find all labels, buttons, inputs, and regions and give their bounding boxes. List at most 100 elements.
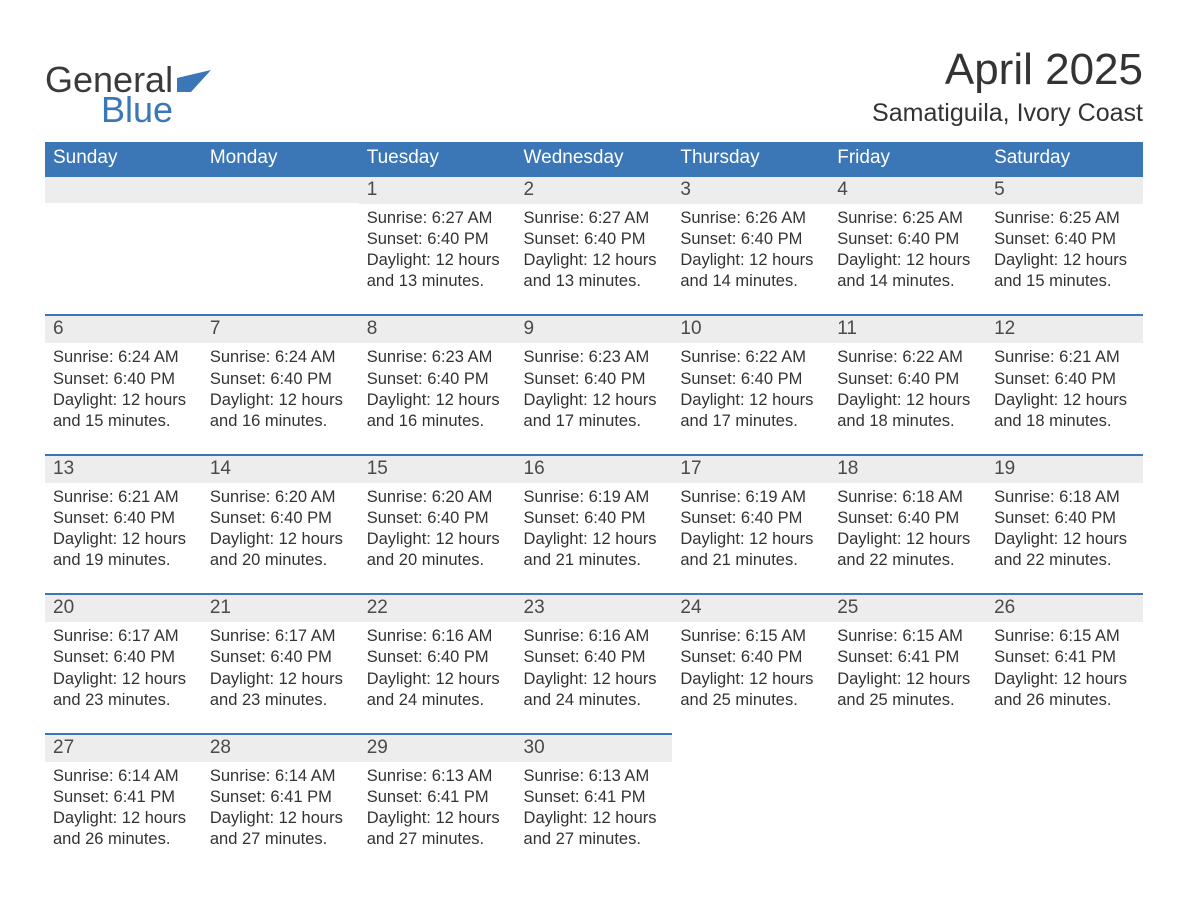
- sunrise-text: Sunrise: 6:14 AM: [53, 766, 194, 787]
- sunset-text: Sunset: 6:40 PM: [837, 229, 978, 250]
- sunset-text: Sunset: 6:40 PM: [367, 369, 508, 390]
- day-number: 14: [202, 454, 359, 483]
- day-details: Sunrise: 6:20 AMSunset: 6:40 PMDaylight:…: [359, 483, 516, 593]
- day-details: Sunrise: 6:14 AMSunset: 6:41 PMDaylight:…: [202, 762, 359, 872]
- sunset-text: Sunset: 6:40 PM: [524, 508, 665, 529]
- sunrise-text: Sunrise: 6:16 AM: [367, 626, 508, 647]
- day-cell: 14Sunrise: 6:20 AMSunset: 6:40 PMDayligh…: [202, 454, 359, 593]
- daylight-text: Daylight: 12 hours and 17 minutes.: [680, 390, 821, 432]
- sunrise-text: Sunrise: 6:14 AM: [210, 766, 351, 787]
- day-number: 5: [986, 175, 1143, 204]
- daylight-text: Daylight: 12 hours and 15 minutes.: [994, 250, 1135, 292]
- flag-icon: [177, 62, 211, 98]
- weekday-header: Sunday: [45, 142, 202, 175]
- daylight-text: Daylight: 12 hours and 15 minutes.: [53, 390, 194, 432]
- sunrise-text: Sunrise: 6:13 AM: [524, 766, 665, 787]
- sunset-text: Sunset: 6:40 PM: [837, 369, 978, 390]
- daylight-text: Daylight: 12 hours and 17 minutes.: [524, 390, 665, 432]
- location-subtitle: Samatiguila, Ivory Coast: [872, 99, 1143, 128]
- sunset-text: Sunset: 6:40 PM: [367, 229, 508, 250]
- day-number: 7: [202, 314, 359, 343]
- sunset-text: Sunset: 6:40 PM: [210, 647, 351, 668]
- day-number: 25: [829, 593, 986, 622]
- weekday-header: Wednesday: [516, 142, 673, 175]
- day-cell: 25Sunrise: 6:15 AMSunset: 6:41 PMDayligh…: [829, 593, 986, 732]
- empty-cell: [986, 733, 1143, 872]
- day-cell: 23Sunrise: 6:16 AMSunset: 6:40 PMDayligh…: [516, 593, 673, 732]
- weekday-header: Monday: [202, 142, 359, 175]
- daylight-text: Daylight: 12 hours and 13 minutes.: [367, 250, 508, 292]
- day-cell: 30Sunrise: 6:13 AMSunset: 6:41 PMDayligh…: [516, 733, 673, 872]
- day-number: 10: [672, 314, 829, 343]
- day-cell: 12Sunrise: 6:21 AMSunset: 6:40 PMDayligh…: [986, 314, 1143, 453]
- empty-cell: [202, 175, 359, 314]
- day-details: Sunrise: 6:25 AMSunset: 6:40 PMDaylight:…: [986, 204, 1143, 314]
- sunrise-text: Sunrise: 6:24 AM: [210, 347, 351, 368]
- day-cell: 27Sunrise: 6:14 AMSunset: 6:41 PMDayligh…: [45, 733, 202, 872]
- day-cell: 28Sunrise: 6:14 AMSunset: 6:41 PMDayligh…: [202, 733, 359, 872]
- day-number: 17: [672, 454, 829, 483]
- day-cell: 9Sunrise: 6:23 AMSunset: 6:40 PMDaylight…: [516, 314, 673, 453]
- calendar-week: 1Sunrise: 6:27 AMSunset: 6:40 PMDaylight…: [45, 175, 1143, 314]
- sunset-text: Sunset: 6:40 PM: [53, 369, 194, 390]
- day-cell: 11Sunrise: 6:22 AMSunset: 6:40 PMDayligh…: [829, 314, 986, 453]
- day-cell: 18Sunrise: 6:18 AMSunset: 6:40 PMDayligh…: [829, 454, 986, 593]
- day-number: 11: [829, 314, 986, 343]
- day-number: 30: [516, 733, 673, 762]
- day-number: 6: [45, 314, 202, 343]
- empty-day-body: [45, 203, 202, 303]
- daylight-text: Daylight: 12 hours and 22 minutes.: [994, 529, 1135, 571]
- sunrise-text: Sunrise: 6:27 AM: [524, 208, 665, 229]
- calendar-body: 1Sunrise: 6:27 AMSunset: 6:40 PMDaylight…: [45, 175, 1143, 872]
- sunrise-text: Sunrise: 6:17 AM: [210, 626, 351, 647]
- day-number: 21: [202, 593, 359, 622]
- daylight-text: Daylight: 12 hours and 13 minutes.: [524, 250, 665, 292]
- empty-day-bar: [45, 175, 202, 203]
- sunset-text: Sunset: 6:40 PM: [524, 647, 665, 668]
- sunrise-text: Sunrise: 6:25 AM: [837, 208, 978, 229]
- sunset-text: Sunset: 6:40 PM: [680, 508, 821, 529]
- daylight-text: Daylight: 12 hours and 21 minutes.: [680, 529, 821, 571]
- day-details: Sunrise: 6:16 AMSunset: 6:40 PMDaylight:…: [516, 622, 673, 732]
- daylight-text: Daylight: 12 hours and 27 minutes.: [367, 808, 508, 850]
- daylight-text: Daylight: 12 hours and 27 minutes.: [210, 808, 351, 850]
- day-details: Sunrise: 6:15 AMSunset: 6:41 PMDaylight:…: [829, 622, 986, 732]
- day-cell: 29Sunrise: 6:13 AMSunset: 6:41 PMDayligh…: [359, 733, 516, 872]
- day-cell: 22Sunrise: 6:16 AMSunset: 6:40 PMDayligh…: [359, 593, 516, 732]
- sunset-text: Sunset: 6:40 PM: [994, 508, 1135, 529]
- sunset-text: Sunset: 6:40 PM: [524, 229, 665, 250]
- calendar-week: 13Sunrise: 6:21 AMSunset: 6:40 PMDayligh…: [45, 454, 1143, 593]
- daylight-text: Daylight: 12 hours and 25 minutes.: [837, 669, 978, 711]
- day-details: Sunrise: 6:13 AMSunset: 6:41 PMDaylight:…: [516, 762, 673, 872]
- brand-logo: General Blue: [45, 62, 211, 128]
- sunrise-text: Sunrise: 6:19 AM: [680, 487, 821, 508]
- calendar-week: 6Sunrise: 6:24 AMSunset: 6:40 PMDaylight…: [45, 314, 1143, 453]
- sunrise-text: Sunrise: 6:21 AM: [994, 347, 1135, 368]
- day-cell: 4Sunrise: 6:25 AMSunset: 6:40 PMDaylight…: [829, 175, 986, 314]
- day-number: 23: [516, 593, 673, 622]
- daylight-text: Daylight: 12 hours and 18 minutes.: [994, 390, 1135, 432]
- brand-text: General Blue: [45, 62, 211, 128]
- daylight-text: Daylight: 12 hours and 14 minutes.: [837, 250, 978, 292]
- sunrise-text: Sunrise: 6:15 AM: [994, 626, 1135, 647]
- daylight-text: Daylight: 12 hours and 24 minutes.: [524, 669, 665, 711]
- daylight-text: Daylight: 12 hours and 24 minutes.: [367, 669, 508, 711]
- day-cell: 20Sunrise: 6:17 AMSunset: 6:40 PMDayligh…: [45, 593, 202, 732]
- day-number: 8: [359, 314, 516, 343]
- day-number: 26: [986, 593, 1143, 622]
- daylight-text: Daylight: 12 hours and 22 minutes.: [837, 529, 978, 571]
- day-details: Sunrise: 6:24 AMSunset: 6:40 PMDaylight:…: [45, 343, 202, 453]
- sunset-text: Sunset: 6:40 PM: [994, 369, 1135, 390]
- sunrise-text: Sunrise: 6:15 AM: [680, 626, 821, 647]
- sunset-text: Sunset: 6:40 PM: [524, 369, 665, 390]
- sunset-text: Sunset: 6:41 PM: [994, 647, 1135, 668]
- day-number: 28: [202, 733, 359, 762]
- sunset-text: Sunset: 6:40 PM: [210, 508, 351, 529]
- sunset-text: Sunset: 6:40 PM: [837, 508, 978, 529]
- daylight-text: Daylight: 12 hours and 23 minutes.: [210, 669, 351, 711]
- day-number: 18: [829, 454, 986, 483]
- day-cell: 16Sunrise: 6:19 AMSunset: 6:40 PMDayligh…: [516, 454, 673, 593]
- empty-cell: [672, 733, 829, 872]
- day-details: Sunrise: 6:15 AMSunset: 6:40 PMDaylight:…: [672, 622, 829, 732]
- day-number: 20: [45, 593, 202, 622]
